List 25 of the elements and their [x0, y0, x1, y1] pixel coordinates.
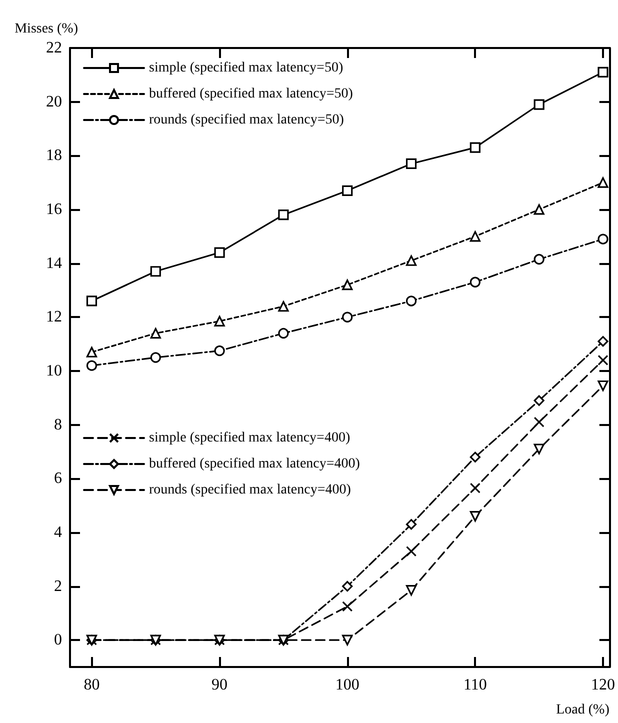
y-tick-label: 8: [54, 416, 62, 434]
x-tick-label: 120: [591, 676, 615, 694]
y-tick-label: 16: [46, 200, 62, 218]
legend-label: rounds (specified max latency=50): [149, 112, 344, 128]
legend-label: buffered (specified max latency=50): [149, 86, 354, 102]
legend-label: buffered (specified max latency=400): [149, 456, 360, 472]
legend-label: rounds (specified max latency=400): [149, 482, 352, 498]
y-tick-label: 10: [46, 362, 62, 380]
x-tick-label: 110: [463, 676, 487, 694]
y-tick-label: 22: [46, 40, 62, 56]
y-tick-label: 0: [54, 632, 62, 649]
y-tick-label: 14: [46, 254, 62, 272]
y-tick-label: 4: [54, 524, 62, 541]
legend-label: simple (specified max latency=400): [149, 430, 350, 446]
y-tick-label: 18: [46, 147, 62, 164]
y-tick-label: 6: [54, 470, 62, 488]
y-axis-title: Misses (%): [14, 22, 78, 36]
legend-label: simple (specified max latency=50): [149, 60, 344, 76]
x-axis-title: Load (%): [556, 702, 610, 718]
x-tick-label: 80: [84, 676, 100, 694]
y-tick-label: 20: [46, 93, 62, 110]
y-tick-label: 12: [46, 308, 62, 326]
x-tick-label: 100: [335, 676, 360, 694]
x-tick-label: 90: [212, 676, 228, 694]
y-tick-label: 2: [54, 578, 62, 595]
